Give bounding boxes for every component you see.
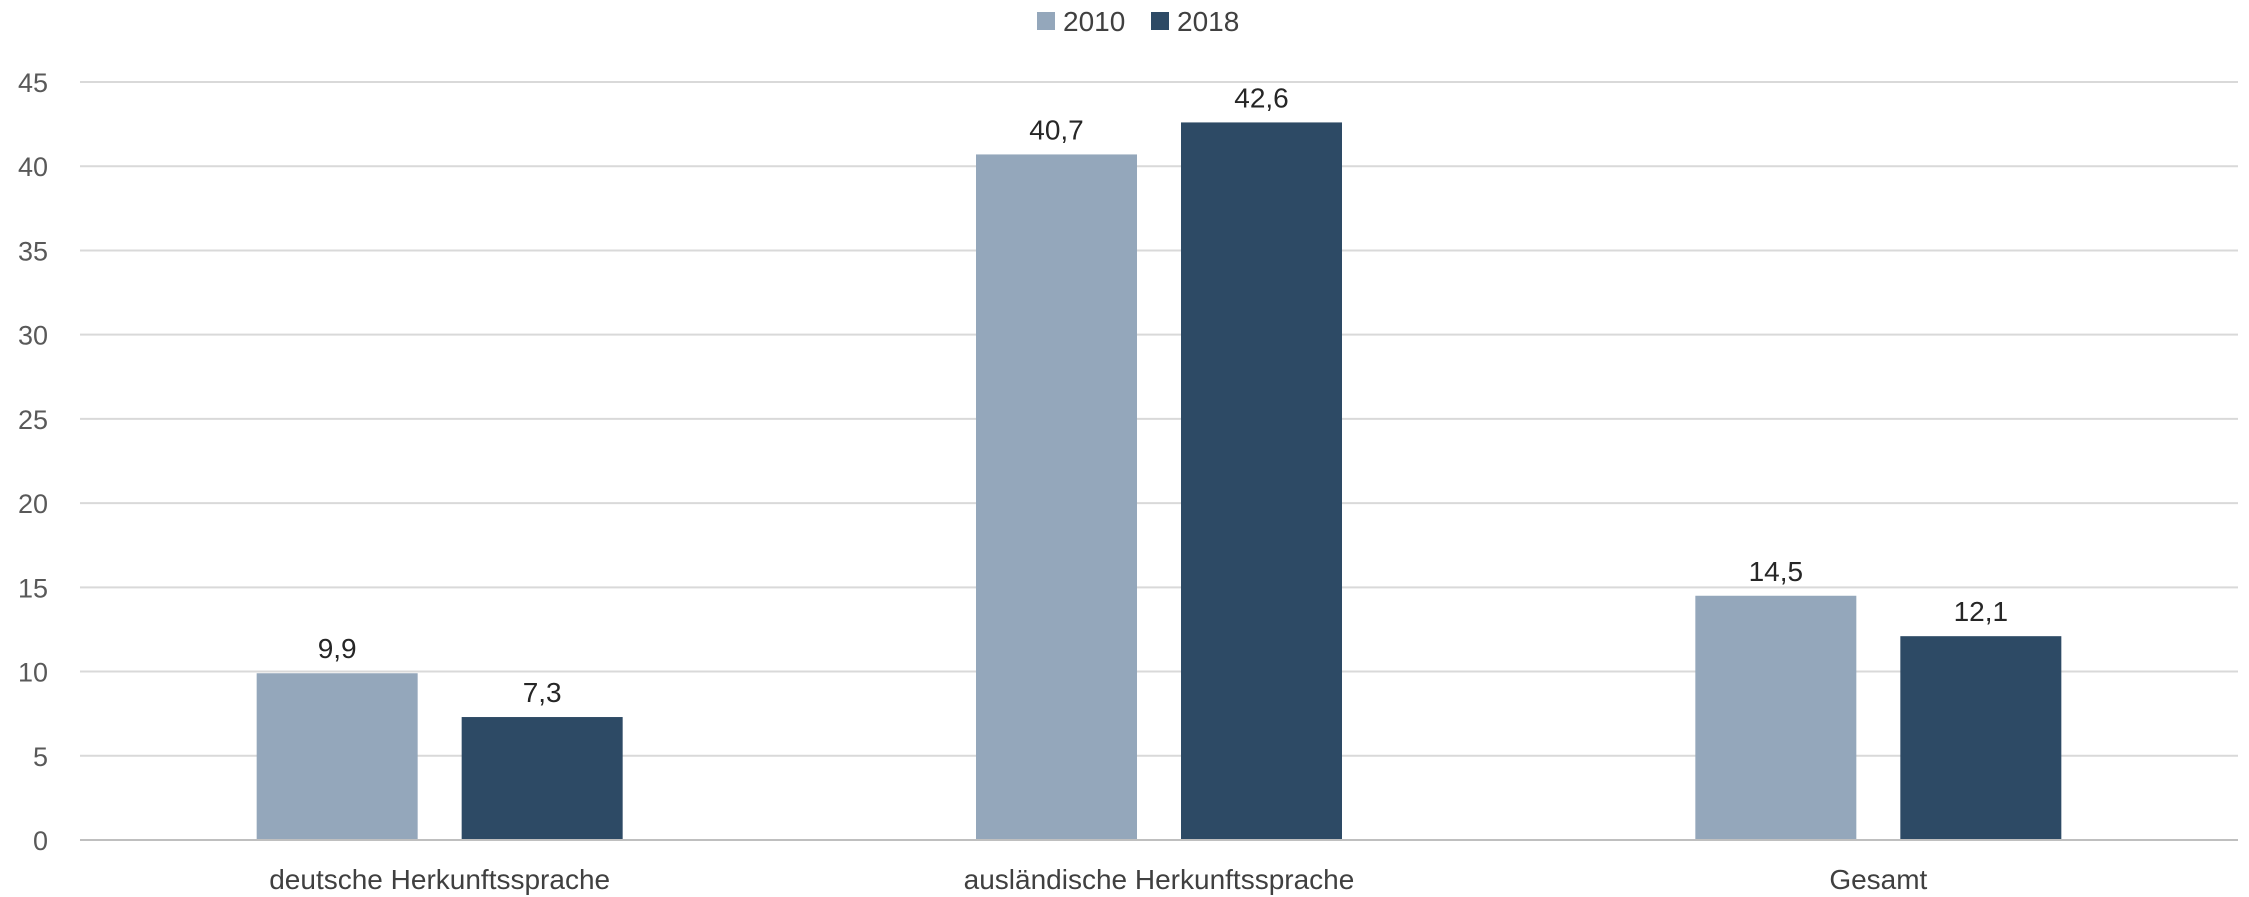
data-label: 42,6	[1234, 82, 1289, 113]
bar-2018	[461, 717, 623, 840]
y-tick-label: 40	[18, 152, 48, 182]
bar-2018	[1900, 636, 2062, 840]
y-tick-label: 25	[18, 405, 48, 435]
bar-2010	[1695, 595, 1857, 840]
x-axis: deutsche Herkunftssprache ausländische He…	[80, 839, 2238, 895]
gridlines	[80, 81, 2238, 757]
bars: 9,9 7,3 40,7 42,6 14,5 12,1	[256, 82, 2062, 841]
y-tick-label: 45	[18, 68, 48, 98]
data-label: 7,3	[523, 677, 562, 708]
legend: 2010 2018	[1037, 6, 1239, 37]
data-label: 40,7	[1029, 114, 1084, 145]
data-label: 9,9	[318, 633, 357, 664]
bar-2010	[976, 154, 1137, 841]
data-label: 12,1	[1954, 596, 2009, 627]
y-tick-label: 30	[18, 321, 48, 351]
legend-swatch-2018	[1151, 12, 1169, 30]
y-tick-label: 15	[18, 573, 48, 603]
y-tick-label: 0	[33, 826, 48, 856]
legend-swatch-2010	[1037, 12, 1055, 30]
y-tick-label: 20	[18, 489, 48, 519]
bar-2010	[256, 673, 418, 840]
legend-label-2010: 2010	[1063, 6, 1125, 37]
category-label: deutsche Herkunftssprache	[269, 864, 610, 895]
category-label: Gesamt	[1829, 864, 1927, 895]
legend-label-2018: 2018	[1177, 6, 1239, 37]
y-tick-label: 10	[18, 658, 48, 688]
y-axis: 0 5 10 15 20 25 30 35 40 45	[18, 68, 48, 856]
y-tick-label: 5	[33, 742, 48, 772]
y-tick-label: 35	[18, 236, 48, 266]
data-label: 14,5	[1749, 556, 1804, 587]
category-label: ausländische Herkunftssprache	[964, 864, 1355, 895]
bar-2018	[1181, 122, 1342, 841]
